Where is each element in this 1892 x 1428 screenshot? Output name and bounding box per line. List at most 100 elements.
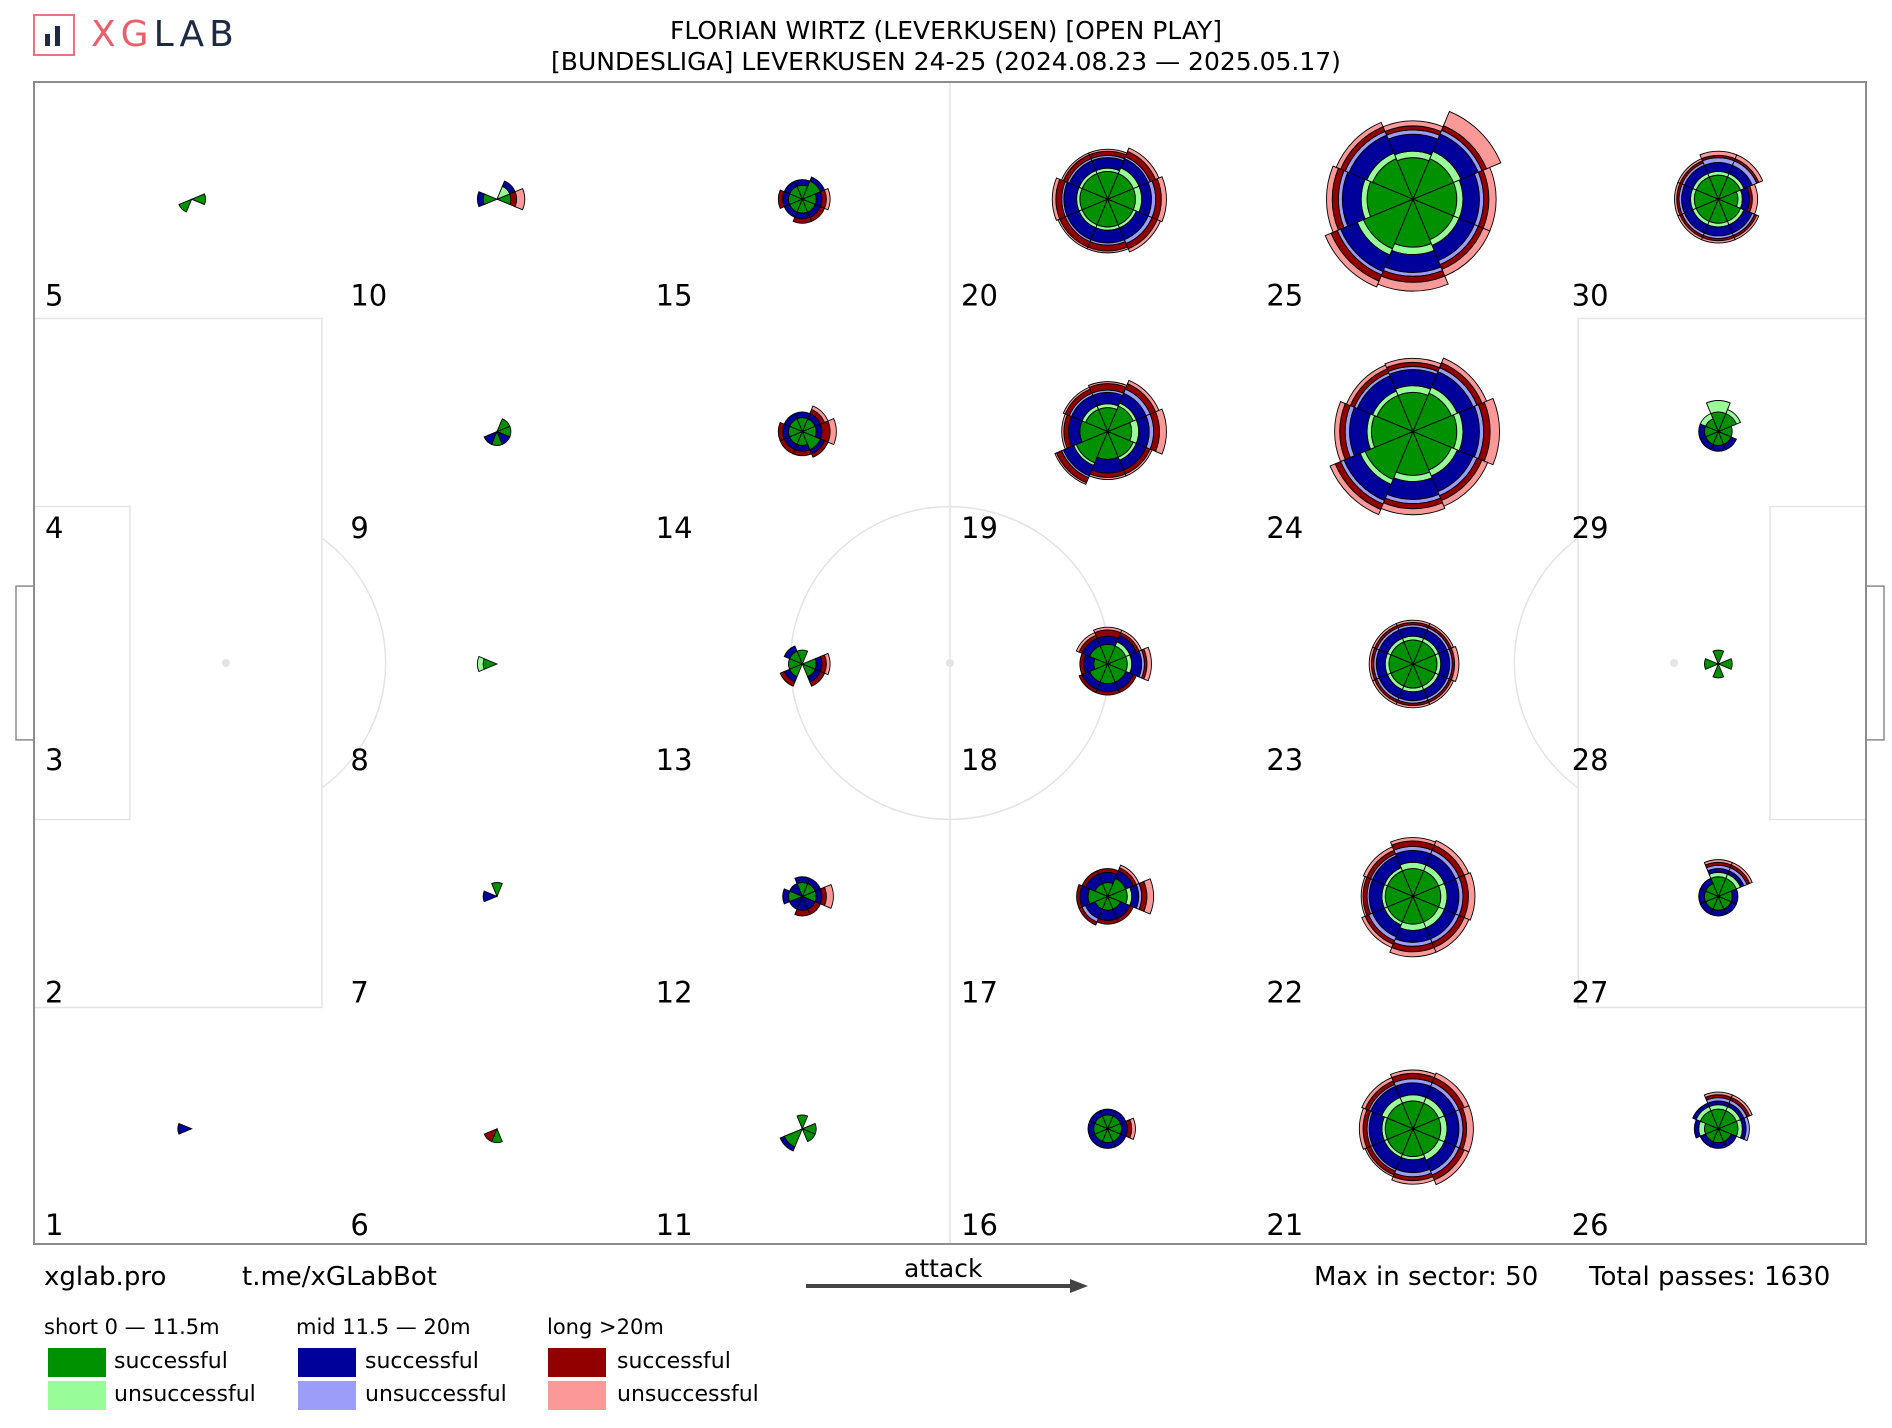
rose-wedge: [1703, 1091, 1733, 1099]
rose-wedge: [807, 901, 822, 916]
legend-label-mid-successful: successful: [365, 1349, 479, 1374]
zone-label: 4: [45, 511, 63, 545]
rose-wedge: [1723, 436, 1738, 451]
zone-label: 28: [1572, 743, 1609, 777]
zone-label: 25: [1266, 278, 1303, 312]
rose-wedge: [801, 1122, 817, 1135]
rose-wedge: [794, 876, 811, 885]
zone-labels: 1234567891011121314151617181920212223242…: [45, 278, 1609, 1242]
xglab-logo: XGLAB: [33, 14, 243, 62]
zone-label: 5: [45, 278, 63, 312]
penalty-area-left: [33, 317, 323, 1009]
legend-swatch-short-successful: [48, 1348, 106, 1377]
legend-swatch-long-unsuccessful: [548, 1381, 606, 1410]
rose-wedge: [1733, 214, 1760, 241]
penalty-arc-right: [1513, 537, 1579, 789]
rose-wedge: [823, 883, 834, 909]
legend-label-long-successful: successful: [617, 1349, 731, 1374]
rose-wedge: [1368, 879, 1385, 914]
penalty-arc-left: [321, 537, 387, 789]
pass-roses: [177, 110, 1764, 1186]
rose-wedge: [1063, 181, 1080, 217]
rose-wedge: [782, 888, 791, 905]
zone-label: 15: [656, 278, 693, 312]
pass-rose: [1051, 147, 1167, 254]
zone-label: 20: [961, 278, 998, 312]
zone-label: 7: [350, 976, 368, 1010]
rose-wedge: [1075, 632, 1097, 653]
zone-label: 16: [961, 1208, 998, 1242]
rose-wedge: [1078, 906, 1098, 926]
rose-wedge: [796, 1114, 809, 1130]
rose-wedge: [1143, 646, 1152, 682]
pass-rose: [782, 876, 834, 917]
rose-wedge: [1705, 400, 1731, 415]
zone-label: 2: [45, 976, 63, 1010]
rose-wedge: [809, 670, 826, 687]
rose-wedge: [1126, 147, 1160, 180]
logo-text-lab: LAB: [153, 14, 239, 55]
penalty-spot-right: [1670, 659, 1679, 667]
penalty-spot-left: [221, 659, 230, 667]
center-spot: [946, 659, 954, 667]
rose-wedge: [1090, 227, 1126, 244]
rose-wedge: [827, 418, 837, 446]
pass-rose: [178, 193, 206, 213]
rose-wedge: [177, 1122, 193, 1135]
rose-wedge: [1126, 379, 1160, 413]
rose-wedge: [1442, 110, 1502, 170]
pass-rose: [1692, 1091, 1753, 1149]
rose-wedge: [1395, 1156, 1431, 1174]
pass-rose: [482, 882, 503, 903]
pass-rose: [1075, 626, 1152, 696]
zone-label: 6: [350, 1208, 368, 1242]
rose-wedge: [1124, 448, 1153, 477]
legend-label-short-successful: successful: [114, 1349, 228, 1374]
pass-rose: [1087, 1108, 1136, 1149]
pass-rose: [1358, 1069, 1474, 1186]
pass-rose: [477, 180, 526, 211]
legend-header-short: short 0 — 11.5m: [44, 1315, 220, 1339]
zone-label: 19: [961, 511, 998, 545]
zone-label: 1: [45, 1208, 63, 1242]
rose-wedge: [1117, 674, 1137, 694]
rose-wedge: [178, 198, 193, 213]
rose-wedge: [1329, 463, 1382, 516]
zone-label: 27: [1572, 976, 1609, 1010]
rose-wedge: [1129, 650, 1143, 678]
goal-right: [1865, 585, 1885, 741]
rose-wedge: [482, 193, 499, 206]
rose-wedge: [1368, 1111, 1385, 1147]
pitch-border: [33, 81, 1867, 1245]
zone-label: 3: [45, 743, 63, 777]
legend-swatch-short-unsuccessful: [48, 1381, 106, 1410]
rose-wedge: [1723, 1133, 1738, 1148]
pass-rose: [483, 1127, 503, 1144]
rose-wedge: [1704, 658, 1720, 670]
rose-wedge: [810, 440, 829, 458]
zone-label: 11: [656, 1208, 693, 1242]
pass-rose: [1360, 837, 1476, 958]
pass-rose: [1704, 649, 1733, 679]
zone-label: 18: [961, 743, 998, 777]
rose-wedge: [501, 180, 516, 195]
rose-wedge: [1723, 901, 1738, 916]
rose-wedge: [1440, 357, 1488, 404]
rose-wedge: [779, 670, 796, 687]
pass-rose: [779, 645, 831, 687]
legend-label-short-unsuccessful: unsuccessful: [114, 1382, 256, 1407]
bar-chart-icon: [33, 14, 75, 56]
pass-rose: [1076, 864, 1155, 926]
legend-swatch-mid-unsuccessful: [298, 1381, 356, 1410]
rose-wedge: [1156, 176, 1167, 223]
rose-wedge: [1712, 649, 1725, 666]
rose-wedge: [491, 882, 503, 898]
rose-wedge: [491, 1127, 503, 1144]
rose-wedge: [1068, 416, 1083, 448]
pass-rose: [477, 655, 499, 673]
rose-wedge: [823, 652, 831, 676]
rose-wedge: [1092, 391, 1124, 407]
pass-rose: [777, 405, 837, 458]
rose-wedge: [1428, 679, 1455, 706]
six-yard-box-right: [1769, 505, 1867, 821]
